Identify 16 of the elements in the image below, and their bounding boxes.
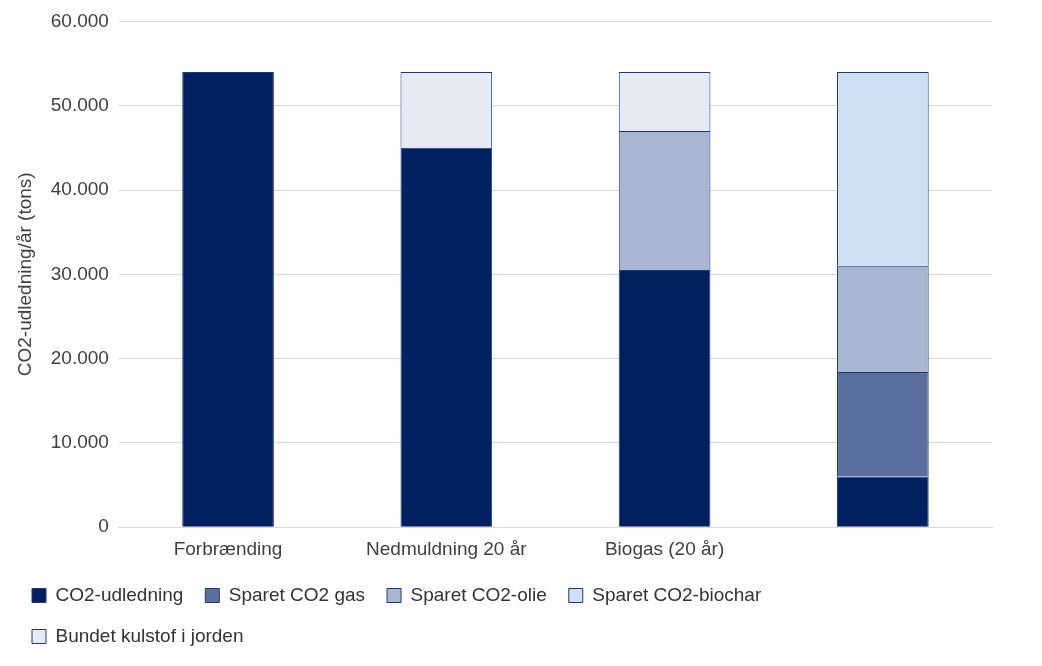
y-tick-label: 30.000 <box>50 262 109 284</box>
y-tick-label: 40.000 <box>50 178 109 200</box>
y-tick-label: 60.000 <box>50 9 109 31</box>
y-axis-title: CO2-udledning/år (tons) <box>13 172 35 377</box>
legend-label: Sparet CO2 gas <box>228 583 366 605</box>
legend-label: CO2-udledning <box>55 583 184 605</box>
y-tick-label: 20.000 <box>50 346 109 368</box>
x-tick-label: Biogas (20 år) <box>604 537 725 559</box>
x-tick-label: Nedmuldning 20 år <box>366 537 528 559</box>
x-tick-label: Forbrænding <box>173 537 283 559</box>
legend-label: Sparet CO2-biochar <box>592 583 762 605</box>
legend-label: Sparet CO2-olie <box>410 583 547 605</box>
y-tick-label: 50.000 <box>50 93 109 115</box>
legend-label: Bundet kulstof i jorden <box>55 624 244 646</box>
y-tick-label: 0 <box>98 515 109 537</box>
y-tick-label: 10.000 <box>50 431 109 453</box>
